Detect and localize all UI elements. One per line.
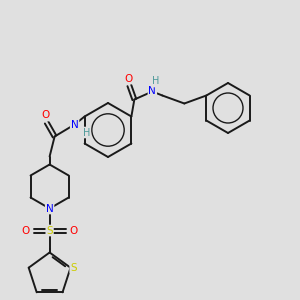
Text: N: N (46, 203, 53, 214)
Text: S: S (46, 226, 53, 236)
Text: S: S (70, 263, 77, 273)
Text: O: O (22, 226, 30, 236)
Text: O: O (124, 74, 133, 83)
Text: N: N (71, 119, 79, 130)
Text: O: O (41, 110, 50, 121)
Text: H: H (152, 76, 159, 86)
Text: H: H (83, 128, 90, 137)
Text: N: N (148, 86, 156, 97)
Text: O: O (70, 226, 78, 236)
